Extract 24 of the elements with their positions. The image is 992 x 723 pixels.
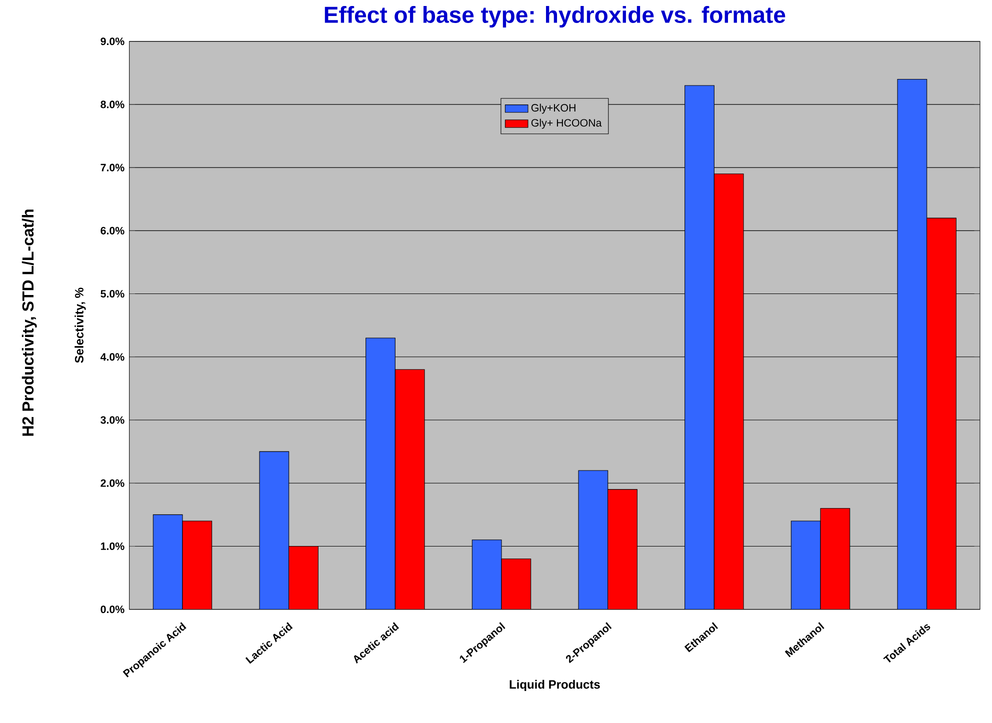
- legend-label: Gly+ HCOONa: [531, 118, 602, 129]
- y-tick-label: 1.0%: [100, 542, 124, 550]
- bar: [366, 338, 396, 610]
- bar: [578, 470, 608, 610]
- y-tick-label: 4.0%: [100, 353, 124, 361]
- y-tick-label: 3.0%: [100, 416, 124, 424]
- bar: [897, 79, 928, 610]
- bar: [472, 540, 502, 610]
- legend-label: Gly+KOH: [531, 104, 576, 114]
- bar: [790, 520, 821, 610]
- y-axis-title: Selectivity, %: [74, 288, 86, 364]
- y-tick-label: 6.0%: [100, 227, 124, 235]
- chart-title: Effect of base type: hydroxide vs. formate: [324, 6, 786, 28]
- bar: [684, 85, 714, 610]
- y-tick-label: 9.0%: [100, 38, 124, 46]
- y-tick-label: 7.0%: [100, 164, 124, 172]
- y-tick-label: 0.0%: [100, 606, 124, 614]
- y-tick-label: 8.0%: [100, 100, 124, 108]
- x-axis-title: Liquid Products: [510, 680, 600, 692]
- y-tick-label: 5.0%: [100, 290, 124, 298]
- text: H2 Productivity, STD L/L-cat/h: [22, 210, 37, 436]
- bar: [259, 451, 290, 610]
- bar: [152, 514, 183, 610]
- y-tick-label: 2.0%: [100, 480, 124, 488]
